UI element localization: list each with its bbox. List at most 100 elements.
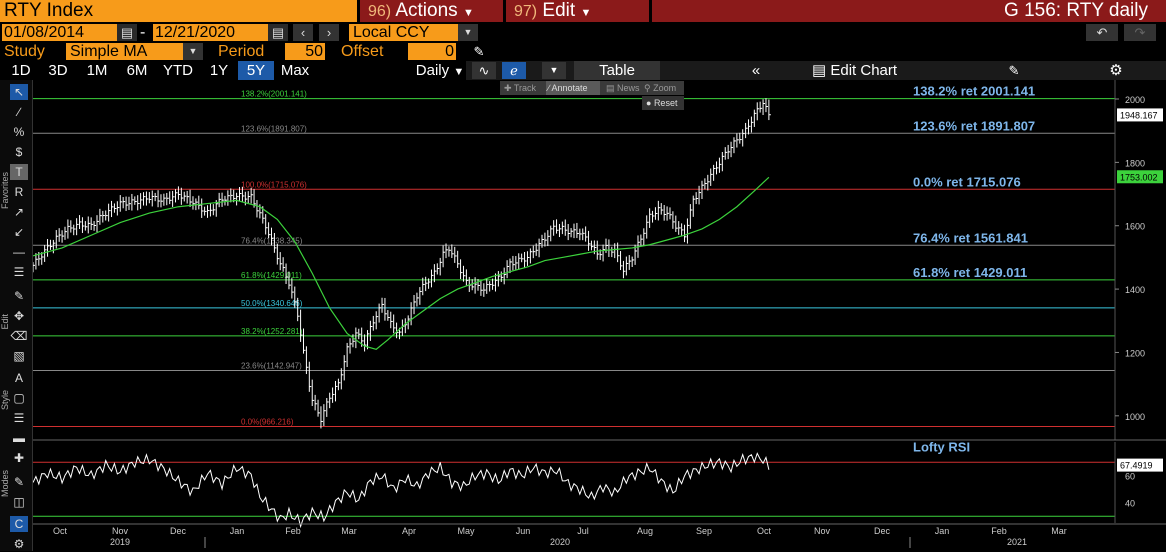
- mode-icon[interactable]: ✎: [13, 475, 25, 489]
- pencil-icon[interactable]: ✎: [469, 43, 489, 60]
- reset-button[interactable]: ● Reset: [642, 96, 684, 110]
- end-date-input[interactable]: 12/21/2020: [153, 24, 269, 41]
- track-button[interactable]: ✚ Track: [504, 83, 537, 93]
- actions-menu[interactable]: 96) Actions ▼: [360, 0, 503, 22]
- study-select[interactable]: Simple MA: [66, 43, 184, 60]
- range-tab-6m[interactable]: 6M: [126, 62, 148, 79]
- ticker-field[interactable]: RTY Index: [0, 0, 357, 22]
- compare-icon[interactable]: ◫: [13, 495, 25, 509]
- edit-chart-button[interactable]: ▤ Edit Chart: [812, 61, 932, 80]
- collapse-icon[interactable]: «: [751, 62, 761, 79]
- edit-tools-label: Edit: [0, 314, 10, 330]
- edit-chart-label: Edit Chart: [830, 62, 898, 79]
- table-label: Table: [599, 62, 635, 79]
- zoom-label: Zoom: [653, 83, 677, 93]
- reset-label: Reset: [653, 98, 678, 108]
- chevron-down-icon[interactable]: ▼: [458, 24, 478, 41]
- ray-icon[interactable]: ↙: [13, 225, 25, 239]
- percent-tool-icon[interactable]: %: [13, 125, 25, 139]
- range-tab-1d[interactable]: 1D: [11, 62, 31, 79]
- x-month-label: Feb: [991, 526, 1007, 536]
- horizontal-line-icon[interactable]: —: [13, 245, 25, 259]
- x-month-label: Aug: [637, 526, 653, 536]
- font-icon[interactable]: A: [14, 371, 23, 385]
- fib-plot-label: 61.8%(1429.011): [241, 271, 302, 280]
- crosshair-icon[interactable]: ✚: [13, 451, 25, 465]
- trash-icon[interactable]: ▧: [13, 349, 25, 363]
- currency-select[interactable]: Local CCY: [349, 24, 459, 41]
- calendar-icon[interactable]: ▤: [268, 24, 288, 41]
- chart-background: [33, 80, 1166, 551]
- channel-icon[interactable]: ☰: [13, 265, 25, 279]
- caret-down-icon: ▼: [462, 7, 474, 19]
- undo-icon[interactable]: ↶: [1086, 24, 1118, 41]
- fib-levels: 138.2%(2001.141) 138.2% ret 2001.141 123.6…: [33, 84, 1115, 428]
- chevron-down-icon[interactable]: ▼: [183, 43, 203, 60]
- y-tick-label: 1000: [1125, 412, 1145, 422]
- prev-period-button[interactable]: ‹: [293, 24, 313, 41]
- y-tick-label: 1600: [1125, 222, 1145, 232]
- text-tool-icon[interactable]: T: [10, 164, 28, 180]
- pen-icon[interactable]: ✎: [13, 289, 25, 303]
- page-title: G 156: RTY daily: [652, 0, 1166, 22]
- x-year-label: 2020: [550, 537, 570, 547]
- offset-input[interactable]: 0: [408, 43, 456, 60]
- retracement-icon[interactable]: R: [14, 185, 24, 199]
- period-value: 50: [305, 43, 323, 60]
- rsi-value-label: 67.4919: [1120, 461, 1153, 471]
- move-icon[interactable]: ✥: [13, 309, 25, 323]
- x-month-label: Mar: [1051, 526, 1067, 536]
- range-tab-3d[interactable]: 3D: [48, 62, 68, 79]
- news-button[interactable]: ▤ News: [606, 83, 640, 93]
- style-label: Style: [0, 390, 10, 411]
- table-button[interactable]: Table: [574, 61, 660, 80]
- range-tab-1y[interactable]: 1Y: [209, 62, 229, 79]
- line-tool-icon[interactable]: ∕: [17, 105, 20, 119]
- left-toolbar: ↖ ∕ % $ T R ↗ ↙ — ☰ ✎ ✥ ⌫ ▧ A ▢ ☰ ▬ ✚ ✎ …: [0, 80, 33, 551]
- fib-right-label: 0.0% ret 1715.076: [913, 174, 1021, 189]
- edit-menu[interactable]: 97) Edit ▼: [506, 0, 649, 22]
- fill-color-icon[interactable]: ▢: [13, 391, 25, 405]
- range-tab-5y[interactable]: 5Y: [238, 61, 274, 80]
- fib-right-label: 76.4% ret 1561.841: [913, 230, 1028, 245]
- x-month-label: Jan: [935, 526, 950, 536]
- price-chart[interactable]: 138.2%(2001.141) 138.2% ret 2001.141 123.6…: [33, 80, 1166, 551]
- mode-c-icon[interactable]: C: [10, 516, 28, 532]
- line-chart-icon[interactable]: ∿: [472, 62, 496, 79]
- last-price-tag: [1117, 108, 1163, 122]
- period-label: Period: [218, 43, 265, 60]
- start-date-input[interactable]: 01/08/2014: [2, 24, 118, 41]
- dollar-tool-icon[interactable]: $: [15, 145, 23, 159]
- settings-icon[interactable]: ⚙: [13, 537, 25, 551]
- trend-line-icon[interactable]: ↗: [13, 205, 25, 219]
- actions-shortcut: 96): [368, 3, 392, 20]
- annotate-button[interactable]: ∕ Annotate: [546, 81, 600, 95]
- range-tab-max[interactable]: Max: [280, 62, 310, 79]
- eraser-icon[interactable]: ⌫: [10, 329, 28, 343]
- calendar-icon[interactable]: ▤: [117, 24, 137, 41]
- annotate-label: Annotate: [551, 83, 588, 93]
- x-month-label: Jun: [516, 526, 531, 536]
- frequency-select[interactable]: Daily ▼: [414, 61, 466, 80]
- fib-right-label: 61.8% ret 1429.011: [913, 265, 1027, 280]
- draw-icon[interactable]: ✎: [1008, 63, 1020, 78]
- frequency-text: Daily: [415, 62, 450, 79]
- line-width-icon[interactable]: ▬: [13, 431, 25, 445]
- chart-toolbar: ∿ ℯ ▼ Table « ▤ Edit Chart ✎ ⚙: [466, 61, 1166, 80]
- chevron-down-icon[interactable]: ▼: [542, 62, 566, 79]
- gear-icon[interactable]: ⚙: [1109, 62, 1123, 79]
- chart-mode-bar: ✚ Track ∕ Annotate ▤ News ⚲ Zoom: [500, 81, 684, 95]
- modes-label: Modes: [0, 470, 10, 498]
- x-month-label: Apr: [402, 526, 416, 536]
- period-input[interactable]: 50: [285, 43, 325, 60]
- range-tab-ytd[interactable]: YTD: [163, 62, 193, 79]
- cursor-icon[interactable]: ↖: [10, 84, 28, 100]
- line-style-icon[interactable]: ☰: [13, 411, 25, 425]
- range-tab-1m[interactable]: 1M: [86, 62, 108, 79]
- redo-icon[interactable]: ↷: [1124, 24, 1156, 41]
- zoom-button[interactable]: ⚲ Zoom: [644, 83, 677, 93]
- next-period-button[interactable]: ›: [319, 24, 339, 41]
- fib-plot-label: 50.0%(1340.646): [241, 299, 303, 308]
- bar-chart-icon[interactable]: ℯ: [502, 62, 526, 79]
- fib-plot-label: 138.2%(2001.141): [241, 90, 307, 99]
